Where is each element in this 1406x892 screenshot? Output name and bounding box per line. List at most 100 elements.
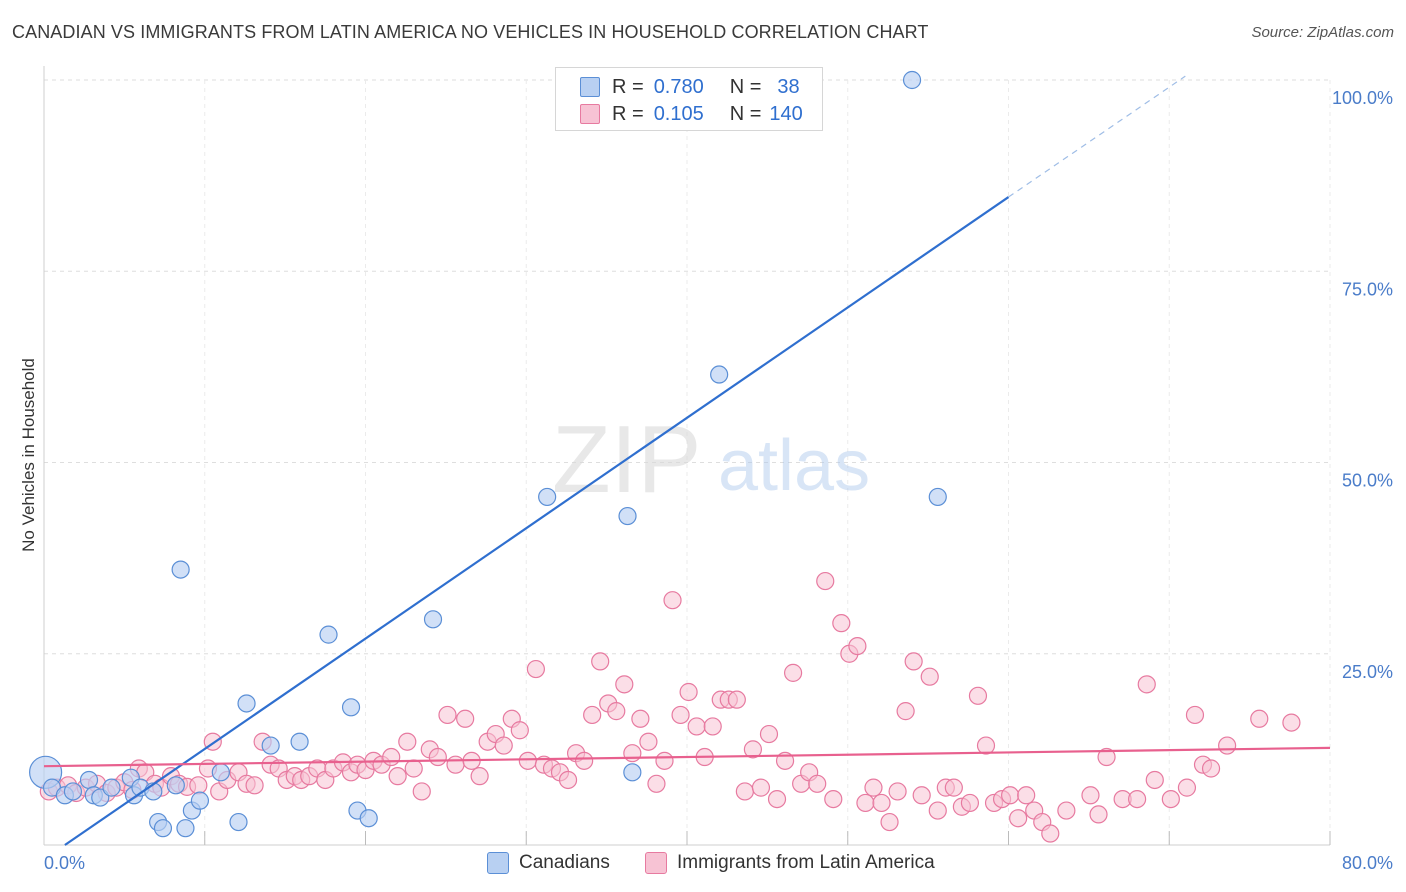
immigrants-point [189, 776, 208, 795]
immigrants-point [404, 759, 423, 778]
immigrants-point [783, 663, 803, 682]
immigrants-point [832, 614, 851, 633]
canadians-point [618, 506, 637, 526]
canadians-point [166, 776, 185, 795]
legend-swatch-blue [580, 77, 600, 97]
immigrants-point [735, 782, 754, 801]
immigrants-point [1127, 789, 1147, 809]
immigrants-point [615, 675, 634, 694]
immigrants-point [1001, 786, 1020, 805]
bottom-legend: Canadians Immigrants from Latin America [0, 852, 1406, 880]
canadians-point [237, 694, 256, 713]
canadians-point [902, 70, 922, 90]
immigrants-point [412, 782, 431, 801]
immigrants-point [944, 778, 963, 797]
immigrants-point [438, 705, 457, 725]
immigrants-point [743, 740, 763, 759]
immigrants-point [703, 717, 722, 736]
canadians-point [623, 763, 642, 782]
immigrants-point [960, 793, 980, 813]
canadians-trendline [64, 196, 1010, 846]
y-tick-label: 100.0% [1332, 88, 1393, 108]
immigrants-point [904, 652, 923, 671]
source-credit: Source: ZipAtlas.com [1251, 24, 1394, 41]
immigrants-point [928, 801, 947, 820]
immigrants-point [816, 571, 835, 591]
tick-labels: 25.0% 50.0% 75.0% 100.0% 0.0% 80.0% [44, 88, 1393, 873]
canadians-point [928, 487, 947, 507]
legend-n-label: N = [729, 102, 762, 125]
legend-n-value: 140 [769, 102, 803, 125]
immigrants-point [864, 778, 883, 797]
top-legend: R = 0.780 N = 38 R = 0.105 N = 140 [555, 67, 823, 131]
immigrants-point [976, 736, 996, 755]
canadians-point [176, 819, 195, 838]
immigrants-point [1017, 786, 1036, 805]
swatch-immigrants [645, 852, 667, 874]
y-tick-label: 75.0% [1342, 279, 1393, 299]
legend-label-immigrants: Immigrants from Latin America [677, 852, 935, 873]
canadians-point [63, 782, 83, 801]
immigrants-point [751, 778, 771, 797]
immigrants-point [245, 776, 264, 795]
immigrants-point [727, 690, 746, 709]
immigrants-point [848, 636, 867, 656]
legend-row-canadians: R = 0.780 N = 38 [580, 76, 800, 98]
immigrants-point [607, 702, 626, 721]
immigrants-point [912, 786, 931, 805]
immigrants-points [39, 571, 1301, 843]
immigrants-point [1089, 805, 1108, 824]
canadians-point [423, 610, 443, 629]
immigrants-point [639, 732, 658, 751]
immigrants-point [428, 747, 447, 767]
immigrants-point [575, 751, 594, 770]
legend-swatch-pink [580, 104, 600, 124]
canadians-point [319, 625, 338, 644]
immigrants-point [663, 591, 682, 610]
immigrants-point [808, 774, 827, 793]
legend-item-immigrants: Immigrants from Latin America [645, 852, 935, 874]
immigrants-point [470, 767, 489, 786]
legend-item-canadians: Canadians [487, 852, 610, 874]
watermark: ZIP atlas [552, 406, 870, 513]
legend-r-label: R = [612, 75, 644, 98]
immigrants-point [583, 705, 602, 725]
axes [43, 66, 1331, 846]
immigrants-point [1137, 675, 1156, 694]
immigrants-point [1282, 713, 1301, 732]
canadians-point [102, 778, 121, 797]
immigrants-point [896, 702, 915, 721]
immigrants-point [1185, 705, 1205, 725]
immigrants-point [759, 724, 779, 744]
immigrants-point [388, 767, 407, 786]
canadians-point [79, 770, 99, 790]
immigrants-point [824, 789, 843, 809]
legend-n-label: N = [729, 75, 762, 98]
immigrants-point [631, 709, 650, 728]
immigrants-point [647, 774, 666, 793]
canadians-point [341, 698, 361, 717]
immigrants-point [872, 793, 891, 813]
immigrants-point [1250, 709, 1269, 728]
canadians-point [710, 365, 729, 384]
immigrants-point [1009, 809, 1028, 828]
immigrants-point [558, 770, 578, 790]
legend-label-canadians: Canadians [519, 852, 610, 873]
x-tick-label: 0.0% [44, 853, 85, 873]
immigrants-point [591, 652, 610, 671]
immigrants-point [880, 812, 899, 832]
immigrants-point [510, 721, 529, 740]
immigrants-point [968, 686, 988, 705]
immigrants-point [888, 782, 907, 801]
immigrants-point [623, 744, 642, 763]
immigrants-point [655, 751, 674, 770]
canadians-point [359, 809, 378, 828]
canadians-point [153, 819, 173, 838]
canadians-point [538, 487, 557, 507]
immigrants-point [679, 682, 698, 702]
y-tick-label: 50.0% [1342, 471, 1393, 491]
immigrants-point [1057, 801, 1076, 820]
immigrants-point [382, 747, 401, 767]
canadians-point [171, 560, 190, 579]
